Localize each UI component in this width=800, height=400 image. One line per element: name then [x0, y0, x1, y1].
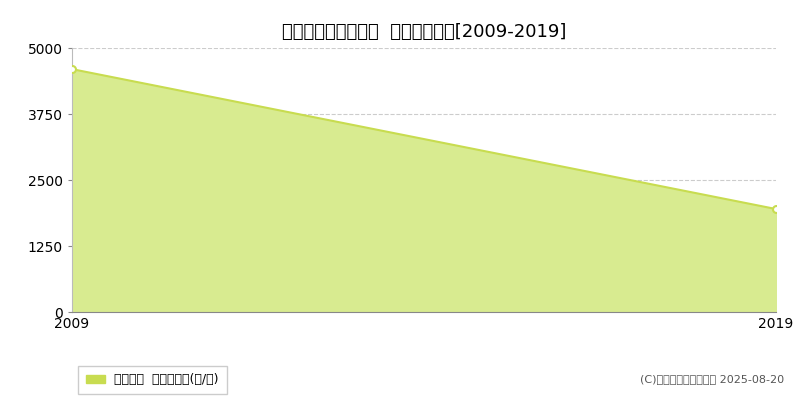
Legend: 林地価格  平均坪単価(円/坪): 林地価格 平均坪単価(円/坪): [78, 366, 226, 394]
Title: 朝来市山東町喜多垣  林地価格推移[2009-2019]: 朝来市山東町喜多垣 林地価格推移[2009-2019]: [282, 23, 566, 41]
Text: (C)土地価格ドットコム 2025-08-20: (C)土地価格ドットコム 2025-08-20: [640, 374, 784, 384]
